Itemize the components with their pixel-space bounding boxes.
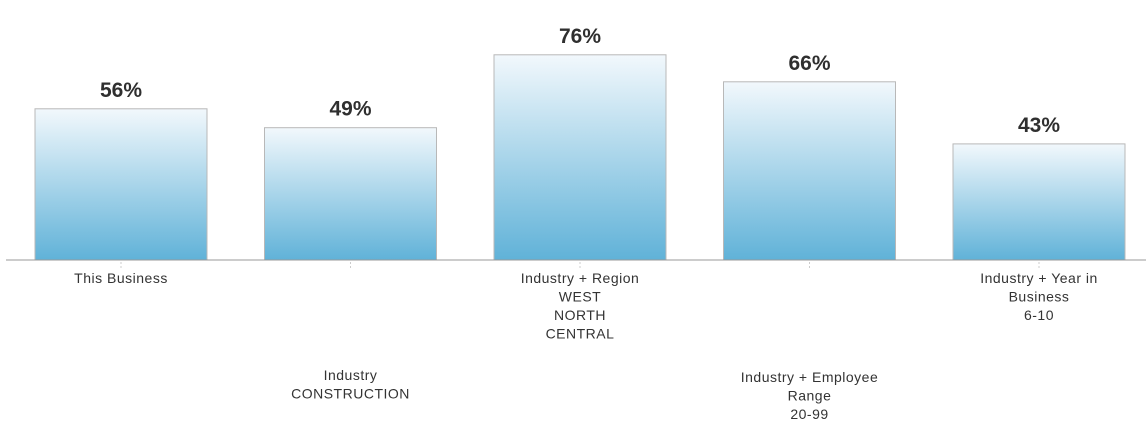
- category-label-3: Industry + Region WEST NORTH CENTRAL: [521, 270, 640, 342]
- category-label-3-line-4: CENTRAL: [546, 326, 615, 342]
- category-label-1-line-1: This Business: [74, 270, 168, 286]
- bars-group: [34, 54, 1126, 261]
- category-label-3-line-3: NORTH: [554, 307, 606, 323]
- category-label-4: Industry + Employee Range 20-99: [741, 369, 879, 422]
- category-label-4-line-3: 20-99: [790, 406, 828, 422]
- category-label-3-line-2: WEST: [559, 289, 601, 305]
- category-label-5-line-1: Industry + Year in: [980, 270, 1098, 286]
- category-label-1: This Business: [74, 270, 168, 286]
- value-label-3: 76%: [559, 25, 601, 48]
- category-label-2: Industry CONSTRUCTION: [291, 367, 410, 402]
- category-label-5-line-2: Business: [1009, 289, 1070, 305]
- category-label-4-line-2: Range: [788, 388, 832, 404]
- category-label-3-line-1: Industry + Region: [521, 270, 640, 286]
- bar-2: [264, 127, 437, 261]
- bar-5: [952, 143, 1126, 261]
- value-label-2: 49%: [329, 98, 371, 121]
- category-label-2-line-2: CONSTRUCTION: [291, 386, 410, 402]
- value-labels: 56% 49% 76% 66% 43%: [100, 25, 1060, 137]
- x-axis-ticks: [120, 262, 1040, 269]
- category-label-5-line-3: 6-10: [1024, 307, 1054, 323]
- category-label-5: Industry + Year in Business 6-10: [980, 270, 1098, 323]
- value-label-5: 43%: [1018, 114, 1060, 137]
- category-label-2-line-1: Industry: [324, 367, 378, 383]
- bar-1: [34, 108, 208, 261]
- value-label-4: 66%: [788, 52, 830, 75]
- value-label-1: 56%: [100, 79, 142, 102]
- bar-3: [493, 54, 667, 261]
- category-label-4-line-1: Industry + Employee: [741, 369, 879, 385]
- bar-4: [723, 81, 896, 261]
